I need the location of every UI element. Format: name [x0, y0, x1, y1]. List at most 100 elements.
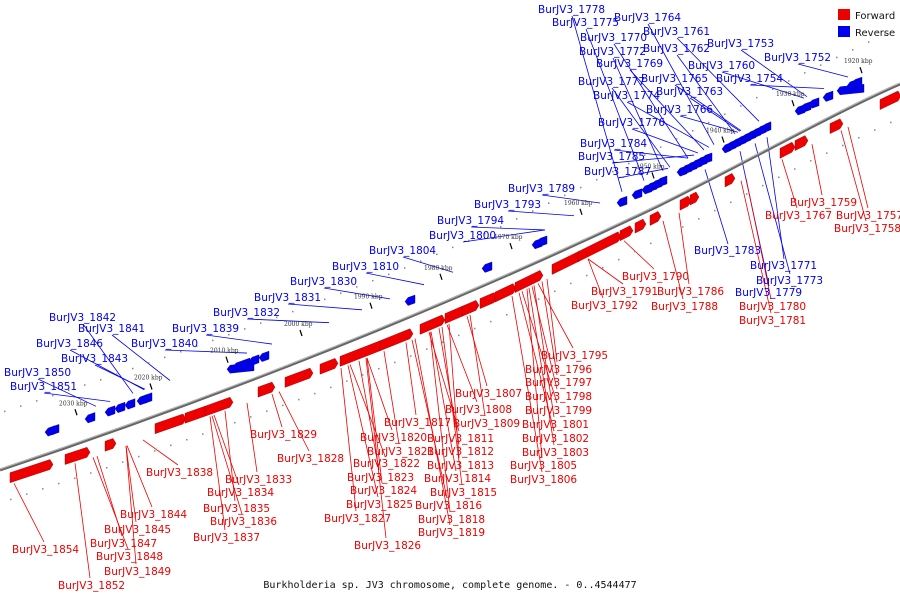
forward-gene-label: BurJV3_1847 — [90, 538, 157, 550]
forward-gene-label: BurJV3_1799 — [525, 405, 592, 417]
guide-dot — [4, 410, 6, 413]
forward-leader-line — [271, 393, 283, 428]
forward-leader-line — [511, 296, 543, 473]
forward-gene — [634, 218, 647, 234]
guide-dot — [810, 160, 812, 162]
forward-leader-line — [521, 291, 558, 404]
reverse-gene — [84, 412, 96, 424]
scale-tick-label: 1920 kbp — [844, 58, 873, 65]
forward-leader-line — [533, 285, 555, 418]
legend-forward-swatch — [838, 9, 850, 20]
forward-gene — [779, 141, 796, 159]
forward-leader-line — [587, 258, 604, 299]
forward-leader-line — [531, 286, 558, 390]
guide-dot — [196, 345, 198, 347]
guide-dot — [890, 121, 892, 124]
forward-leader-line — [92, 457, 129, 550]
forward-gene-label: BurJV3_1803 — [522, 447, 589, 459]
guide-dot — [314, 392, 316, 395]
forward-gene-label: BurJV3_1815 — [430, 487, 497, 499]
forward-gene — [154, 413, 187, 435]
reverse-gene-label: BurJV3_1772 — [579, 46, 646, 58]
legend-reverse-swatch — [838, 26, 850, 37]
forward-gene-label: BurJV3_1852 — [58, 580, 125, 592]
guide-dot — [724, 113, 726, 116]
guide-dot — [324, 298, 326, 301]
guide-dot — [116, 373, 118, 375]
scale-tick-label: 1990 kbp — [354, 294, 383, 301]
guide-dot — [516, 218, 518, 220]
forward-gene — [679, 195, 692, 211]
forward-leader-line — [469, 314, 486, 417]
forward-leader-line — [125, 445, 137, 565]
guide-dot — [346, 380, 348, 382]
guide-dot — [426, 348, 428, 350]
guide-dot — [122, 461, 124, 463]
reverse-gene-label: BurJV3_1810 — [332, 261, 399, 273]
reverse-gene-label: BurJV3_1830 — [290, 276, 357, 288]
reverse-gene — [104, 405, 116, 417]
guide-dot — [340, 292, 342, 294]
forward-leader-line — [405, 342, 417, 416]
forward-leader-line — [546, 278, 558, 363]
reverse-gene-label: BurJV3_1778 — [538, 4, 605, 16]
guide-dot — [388, 273, 390, 276]
reverse-gene-label: BurJV3_1846 — [36, 338, 103, 350]
guide-dot — [36, 400, 38, 402]
forward-gene-label: BurJV3_1814 — [424, 473, 491, 485]
reverse-leader-line — [676, 37, 760, 122]
forward-genes — [9, 90, 900, 483]
reverse-gene-label: BurJV3_1787 — [584, 166, 651, 178]
guide-dot — [730, 201, 732, 204]
forward-gene — [184, 405, 209, 424]
forward-leader-line — [678, 212, 690, 285]
forward-gene-label: BurJV3_1812 — [427, 446, 494, 458]
guide-dot — [788, 80, 790, 82]
guide-dot — [372, 279, 374, 282]
guide-dot — [298, 398, 300, 401]
reverse-gene-label: BurJV3_1789 — [508, 183, 575, 195]
guide-dot — [276, 316, 278, 319]
reverse-leader-line — [507, 210, 575, 217]
reverse-gene — [232, 360, 244, 372]
guide-dot — [548, 202, 550, 204]
reverse-leader-line — [679, 115, 739, 133]
guide-dot — [452, 246, 454, 249]
reverse-leader-line — [754, 143, 791, 275]
guide-dot — [500, 226, 502, 228]
reverse-gene-label: BurJV3_1851 — [10, 381, 77, 393]
reverse-gene-label: BurJV3_1770 — [580, 32, 647, 44]
forward-gene-label: BurJV3_1758 — [834, 223, 900, 235]
reverse-gene — [124, 398, 136, 410]
reverse-leader-line — [287, 303, 363, 311]
guide-dot — [244, 328, 246, 330]
forward-leader-line — [745, 177, 772, 300]
reverse-leader-line — [541, 194, 601, 204]
reverse-gene-label: BurJV3_1765 — [641, 73, 708, 85]
forward-leader-line — [623, 240, 655, 270]
forward-gene-label: BurJV3_1828 — [277, 453, 344, 465]
guide-dot — [164, 356, 166, 359]
forward-leader-line — [213, 414, 240, 486]
forward-leader-line — [211, 415, 243, 515]
forward-leader-line — [347, 365, 379, 498]
forward-gene-label: BurJV3_1798 — [525, 391, 592, 403]
scale-tick-label: 2000 kbp — [284, 321, 313, 328]
forward-leader-line — [528, 287, 555, 446]
reverse-leader-line — [613, 43, 689, 159]
forward-leader-line — [840, 130, 867, 222]
scale-tick-label: 1940 kbp — [706, 128, 735, 135]
reverse-gene-label: BurJV3_1771 — [750, 260, 817, 272]
forward-gene-label: BurJV3_1844 — [120, 509, 187, 521]
forward-leader-line — [466, 316, 488, 387]
reverse-gene-label: BurJV3_1783 — [694, 245, 761, 257]
reverse-leader-line — [37, 378, 97, 407]
guide-dot — [596, 178, 598, 181]
forward-leader-line — [847, 126, 869, 209]
guide-dot — [644, 154, 646, 157]
reverse-gene — [239, 357, 251, 369]
forward-gene — [724, 173, 736, 188]
reverse-gene-label: BurJV3_1769 — [596, 58, 663, 70]
reverse-genes — [44, 76, 865, 437]
guide-dot — [26, 493, 28, 495]
